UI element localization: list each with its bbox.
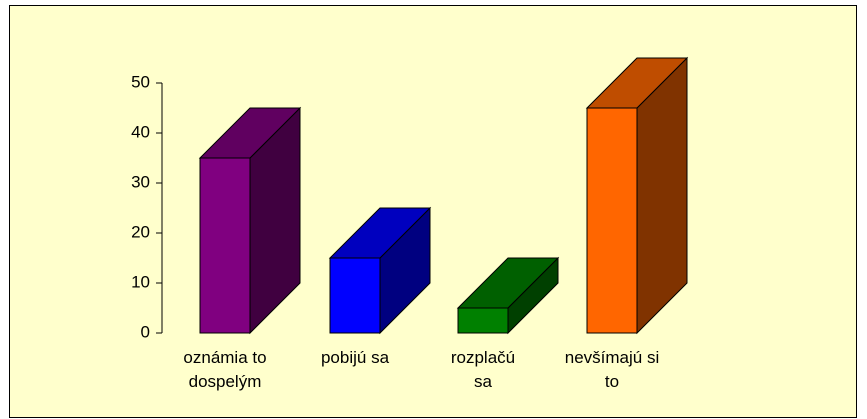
x-tick-label: nevšímajú si to [564,348,660,391]
plot-frame [9,5,857,418]
bar-front [457,307,509,334]
bar-front [586,107,638,334]
y-tick-label: 40 [131,122,150,141]
y-tick-label: 10 [131,272,150,291]
y-tick-label: 0 [141,322,150,341]
x-tick-label: rozplačú sa [450,348,516,391]
x-tick-label: pobijú sa [320,348,390,367]
x-tick-label: oznámia to dospelým [183,348,267,391]
bar [585,56,689,335]
bar-front [329,257,381,334]
bar [328,206,432,335]
bar-front [199,157,251,334]
bar [198,106,302,335]
y-tick-label: 20 [131,222,150,241]
bar [456,256,560,335]
y-tick-label: 50 [131,72,150,91]
y-tick-label: 30 [131,172,150,191]
